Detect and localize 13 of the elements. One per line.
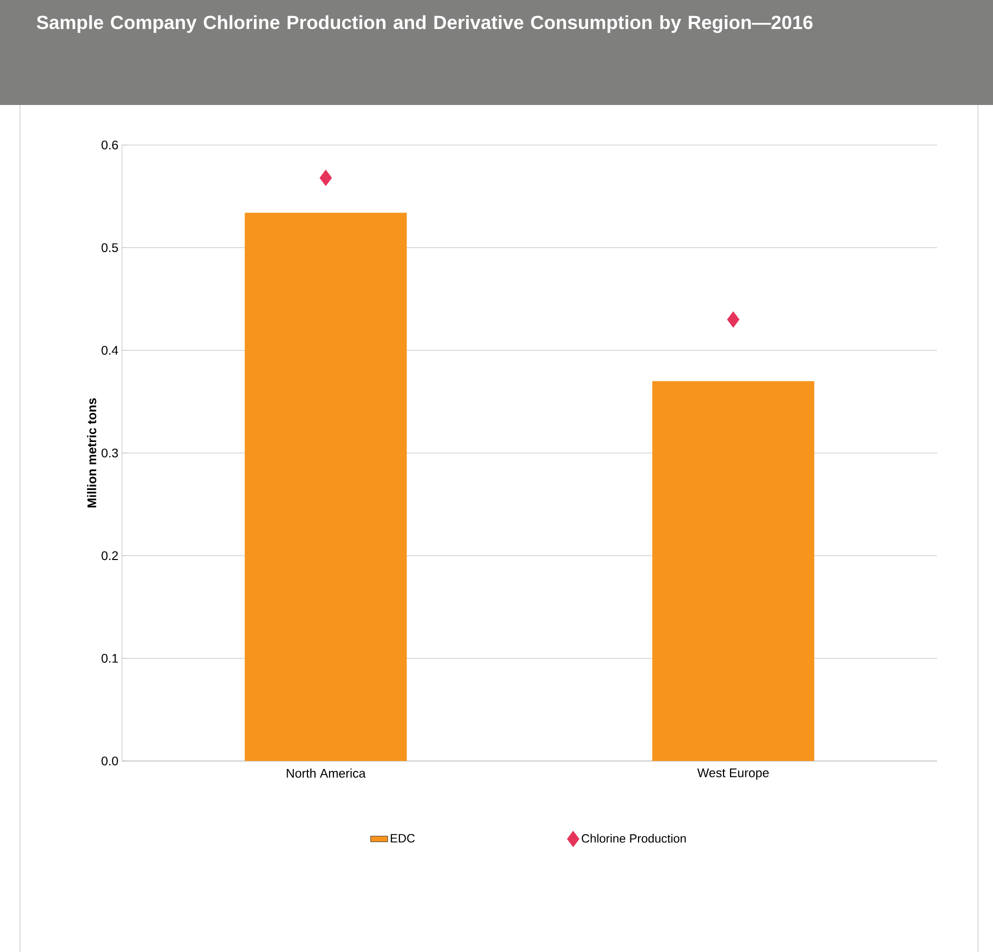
y-tick-label: 0.1 [102,654,118,663]
chart-title: Sample Company Chlorine Production and Derivative Consumption by Region—2016 [36,15,813,33]
y-tick-label: 0.2 [102,551,118,560]
y-tick-label: 0.6 [102,140,118,150]
y-tick-label: 0.4 [102,346,118,355]
x-tick-label: West Europe [697,768,769,780]
y-tick-label: 0.3 [102,448,118,458]
y-tick-label: 0.5 [102,243,118,252]
legend-label: EDC [390,834,415,843]
y-tick-label: 0.0 [102,756,118,766]
x-tick-label: North America [286,768,366,778]
legend-label: Chlorine Production [582,834,686,843]
y-axis-title: Million metric tons [87,398,96,508]
